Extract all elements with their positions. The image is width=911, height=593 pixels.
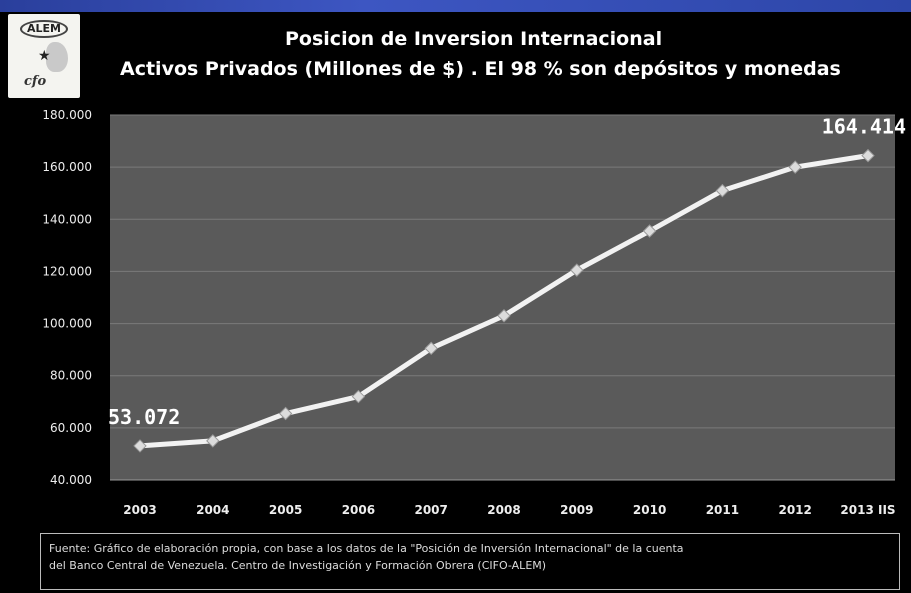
y-tick-label: 60.000 <box>50 421 92 435</box>
line-chart: 40.000 60.000 80.000 100.000 120.000 140.000 1… <box>42 108 906 517</box>
x-tick-label: 2006 <box>342 503 375 517</box>
alem-logo: ALEM ★ cfo <box>8 14 80 98</box>
data-label: 53.072 <box>108 405 180 429</box>
plot-area <box>110 115 895 480</box>
data-point <box>788 160 802 174</box>
data-point <box>351 389 366 404</box>
data-point <box>642 224 657 238</box>
data-point <box>570 263 584 277</box>
data-label: 164.414 <box>822 115 906 139</box>
y-tick-label: 100.000 <box>42 317 92 331</box>
data-point <box>715 183 730 198</box>
y-axis-ticks: 40.000 60.000 80.000 100.000 120.000 140.000 1… <box>42 108 92 487</box>
x-tick-label: 2003 <box>123 503 156 517</box>
x-tick-label: 2010 <box>633 503 666 517</box>
x-tick-label: 2009 <box>560 503 593 517</box>
grid-lines <box>110 114 895 481</box>
x-tick-label: 2013 IIS <box>840 503 895 517</box>
source-line-1: Fuente: Gráfico de elaboración propia, c… <box>49 542 684 555</box>
y-tick-label: 160.000 <box>42 160 92 174</box>
y-tick-label: 40.000 <box>50 473 92 487</box>
x-tick-label: 2004 <box>196 503 229 517</box>
x-tick-label: 2005 <box>269 503 302 517</box>
logo-star-icon: ★ <box>38 48 51 64</box>
source-note: Fuente: Gráfico de elaboración propia, c… <box>40 533 900 590</box>
chart-subtitle: Activos Privados (Millones de $) . El 98… <box>120 58 841 80</box>
data-point <box>278 406 293 421</box>
x-tick-label: 2011 <box>706 503 739 517</box>
x-tick-label: 2012 <box>778 503 811 517</box>
y-tick-label: 120.000 <box>42 264 92 278</box>
y-tick-label: 180.000 <box>42 108 92 122</box>
top-banner <box>0 0 911 12</box>
data-labels: 53.072 164.414 <box>108 115 906 429</box>
data-point <box>861 148 875 163</box>
x-axis-ticks: 2003 2004 2005 2006 2007 2008 2009 2010 2011 2012… <box>123 503 895 517</box>
data-point <box>497 309 511 323</box>
data-point <box>133 439 147 453</box>
x-tick-label: 2007 <box>414 503 447 517</box>
data-point <box>206 434 220 448</box>
series-layer <box>133 148 875 453</box>
y-tick-label: 140.000 <box>42 212 92 226</box>
source-line-2: del Banco Central de Venezuela. Centro d… <box>49 559 547 572</box>
x-tick-label: 2008 <box>487 503 520 517</box>
logo-script: cfo <box>24 74 47 89</box>
chart-title: Posicion de Inversion Internacional <box>285 28 663 50</box>
y-tick-label: 80.000 <box>50 369 92 383</box>
logo-text: ALEM <box>20 20 68 38</box>
data-point <box>424 341 438 356</box>
logo-map-icon <box>46 42 68 72</box>
